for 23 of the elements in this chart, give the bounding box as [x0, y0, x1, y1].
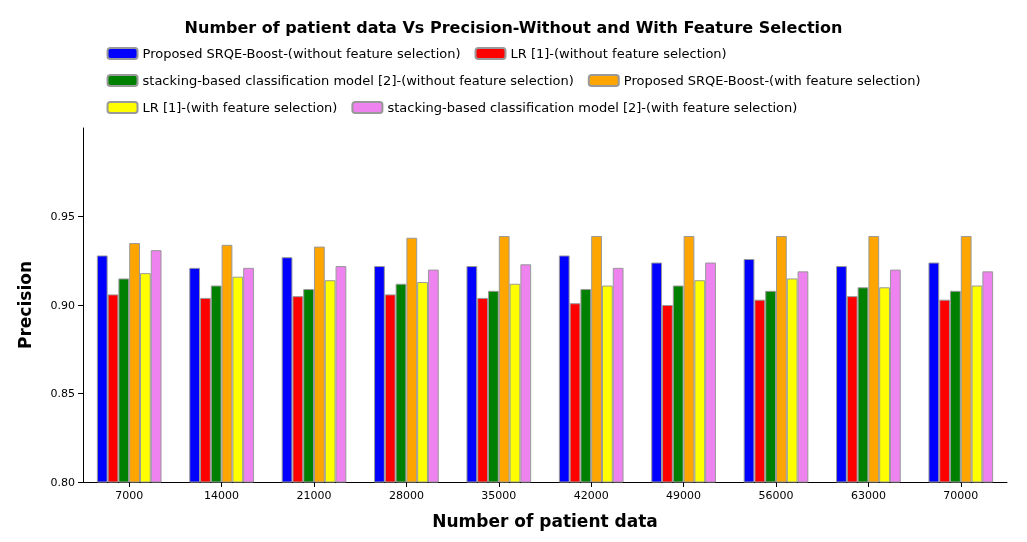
x-tick-label: 49000 [666, 489, 702, 502]
y-axis-title: Precision [14, 260, 35, 350]
x-axis-title: Number of patient data [432, 510, 658, 531]
x-tick-label: 14000 [204, 489, 240, 502]
y-tick-label: 0.85 [50, 387, 75, 400]
x-tick-label: 56000 [758, 489, 794, 502]
x-tick-label: 42000 [573, 489, 609, 502]
legend-label: stacking-based classification model [2]-(without feature selection) [142, 73, 574, 88]
legend-label: Proposed SRQE-Boost-(without feature selection) [142, 46, 461, 61]
legend-label: stacking-based classification model [2]-(with feature selection) [387, 100, 798, 115]
x-tick-label: 35000 [481, 489, 517, 502]
chart-title: Number of patient data Vs Precision-Without and With Feature Selection [184, 17, 843, 37]
legend-label: Proposed SRQE-Boost-(with feature selection) [623, 73, 921, 88]
y-tick-label: 0.90 [50, 298, 75, 312]
y-tick-label: 0.80 [50, 475, 75, 489]
legend-label: LR [1]-(with feature selection) [142, 100, 338, 115]
x-tick-label: 21000 [296, 489, 332, 502]
x-tick-label: 28000 [388, 489, 424, 502]
x-tick-label: 63000 [850, 489, 886, 502]
y-tick-label: 0.95 [50, 210, 75, 223]
x-tick-label: 70000 [943, 489, 979, 502]
x-tick-label: 7000 [115, 489, 144, 502]
legend-label: LR [1]-(without feature selection) [510, 46, 727, 61]
